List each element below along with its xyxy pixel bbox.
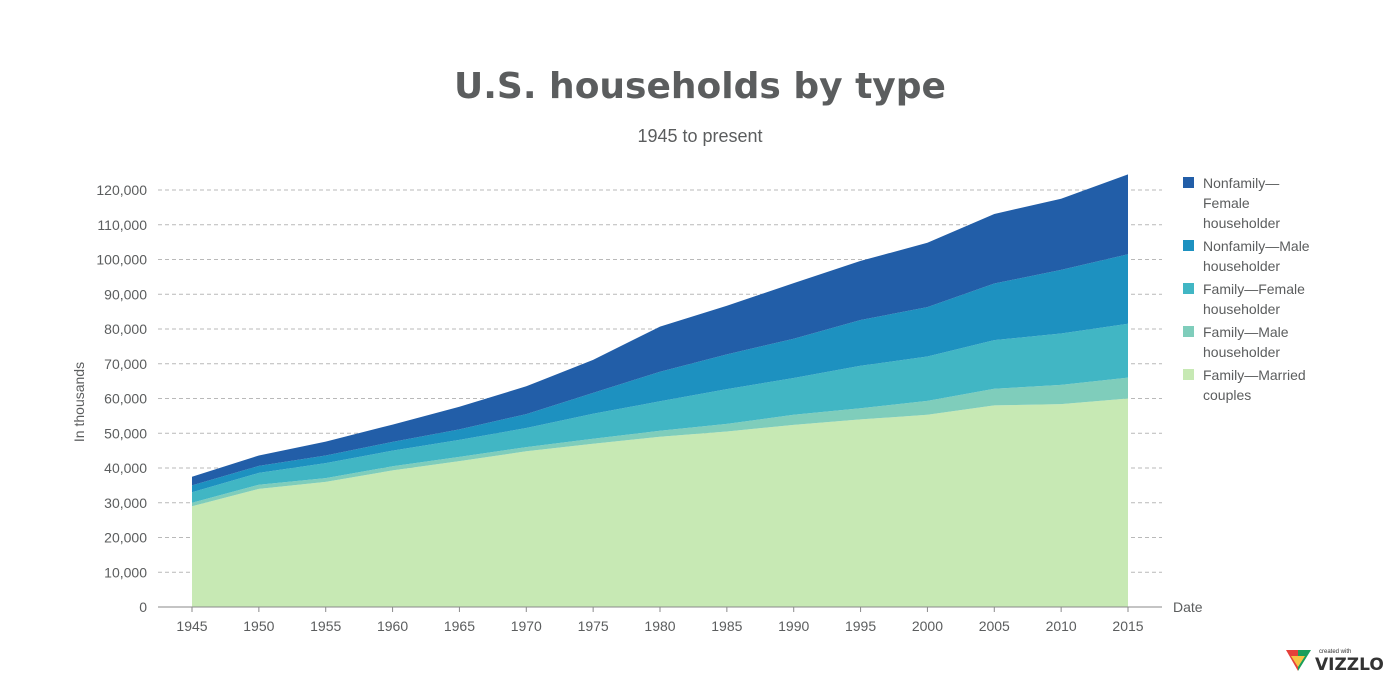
vizzlo-logo-icon xyxy=(1286,650,1311,671)
badge-created-with: created with xyxy=(1319,649,1351,655)
x-tick-label: 2005 xyxy=(979,618,1010,634)
legend-swatch xyxy=(1183,283,1194,294)
legend-label: Nonfamily—Male xyxy=(1203,238,1310,254)
area-series xyxy=(192,174,1128,607)
x-tick-label: 1955 xyxy=(310,618,341,634)
vizzlo-badge: created with VIZZLO xyxy=(1286,649,1384,675)
x-tick-label: 1975 xyxy=(578,618,609,634)
y-tick-label: 10,000 xyxy=(104,564,147,580)
x-tick-label: 1965 xyxy=(444,618,475,634)
x-tick-label: 1995 xyxy=(845,618,876,634)
x-tick-label: 1970 xyxy=(511,618,542,634)
legend-label: householder xyxy=(1203,301,1280,317)
legend: Nonfamily—FemalehouseholderNonfamily—Mal… xyxy=(1183,175,1310,403)
legend-label: Family—Married xyxy=(1203,367,1306,383)
area-series-4 xyxy=(192,254,1128,493)
y-tick-label: 0 xyxy=(139,599,147,615)
legend-label: couples xyxy=(1203,387,1251,403)
x-tick-label: 1950 xyxy=(243,618,274,634)
y-tick-label: 20,000 xyxy=(104,530,147,546)
legend-swatch xyxy=(1183,240,1194,251)
legend-item-4: Family—Male householder xyxy=(1183,324,1289,360)
legend-swatch xyxy=(1183,326,1194,337)
area-series-2 xyxy=(192,377,1128,507)
x-tick-label: 1960 xyxy=(377,618,408,634)
x-tick-label: 1985 xyxy=(711,618,742,634)
y-tick-label: 100,000 xyxy=(96,252,147,268)
y-tick-label: 30,000 xyxy=(104,495,147,511)
legend-item-3: Family—Female householder xyxy=(1183,281,1305,317)
x-axis-label: Date xyxy=(1173,599,1203,615)
x-tick-label: 1990 xyxy=(778,618,809,634)
legend-swatch xyxy=(1183,369,1194,380)
x-tick-label: 1945 xyxy=(176,618,207,634)
x-axis-ticks: 1945 1950 1955 1960 1965 1970 1975 1980 1985 1990… xyxy=(176,607,1144,634)
legend-item-5: Family—Married couples xyxy=(1183,367,1306,403)
y-tick-label: 40,000 xyxy=(104,460,147,476)
chart-subtitle: 1945 to present xyxy=(637,126,762,146)
y-tick-label: 90,000 xyxy=(104,286,147,302)
y-tick-label: 80,000 xyxy=(104,321,147,337)
x-tick-label: 2015 xyxy=(1112,618,1143,634)
legend-item-1: Nonfamily— Female householder xyxy=(1183,175,1280,231)
chart-title: U.S. households by type xyxy=(454,66,946,107)
legend-label: Female xyxy=(1203,195,1250,211)
legend-label: householder xyxy=(1203,215,1280,231)
y-tick-label: 70,000 xyxy=(104,356,147,372)
y-axis-ticks: 0 10,000 20,000 30,000 40,000 50,000 60,000 70,… xyxy=(96,182,147,615)
x-tick-label: 1980 xyxy=(644,618,675,634)
legend-label: Family—Female xyxy=(1203,281,1305,297)
y-axis-label: In thousands xyxy=(71,362,87,442)
x-tick-label: 2010 xyxy=(1046,618,1077,634)
legend-label: Family—Male xyxy=(1203,324,1289,340)
y-tick-label: 120,000 xyxy=(96,182,147,198)
legend-label: Nonfamily— xyxy=(1203,175,1279,191)
y-tick-label: 60,000 xyxy=(104,391,147,407)
legend-swatch xyxy=(1183,177,1194,188)
area-series-5 xyxy=(192,174,1128,486)
legend-item-2: Nonfamily—Male householder xyxy=(1183,238,1310,274)
y-tick-label: 110,000 xyxy=(97,217,147,233)
x-tick-label: 2000 xyxy=(912,618,943,634)
legend-label: householder xyxy=(1203,258,1280,274)
legend-label: householder xyxy=(1203,344,1280,360)
area-series-1 xyxy=(192,398,1128,607)
y-tick-label: 50,000 xyxy=(104,425,147,441)
area-series-3 xyxy=(192,323,1128,503)
badge-vizzlo: VIZZLO xyxy=(1315,655,1384,675)
